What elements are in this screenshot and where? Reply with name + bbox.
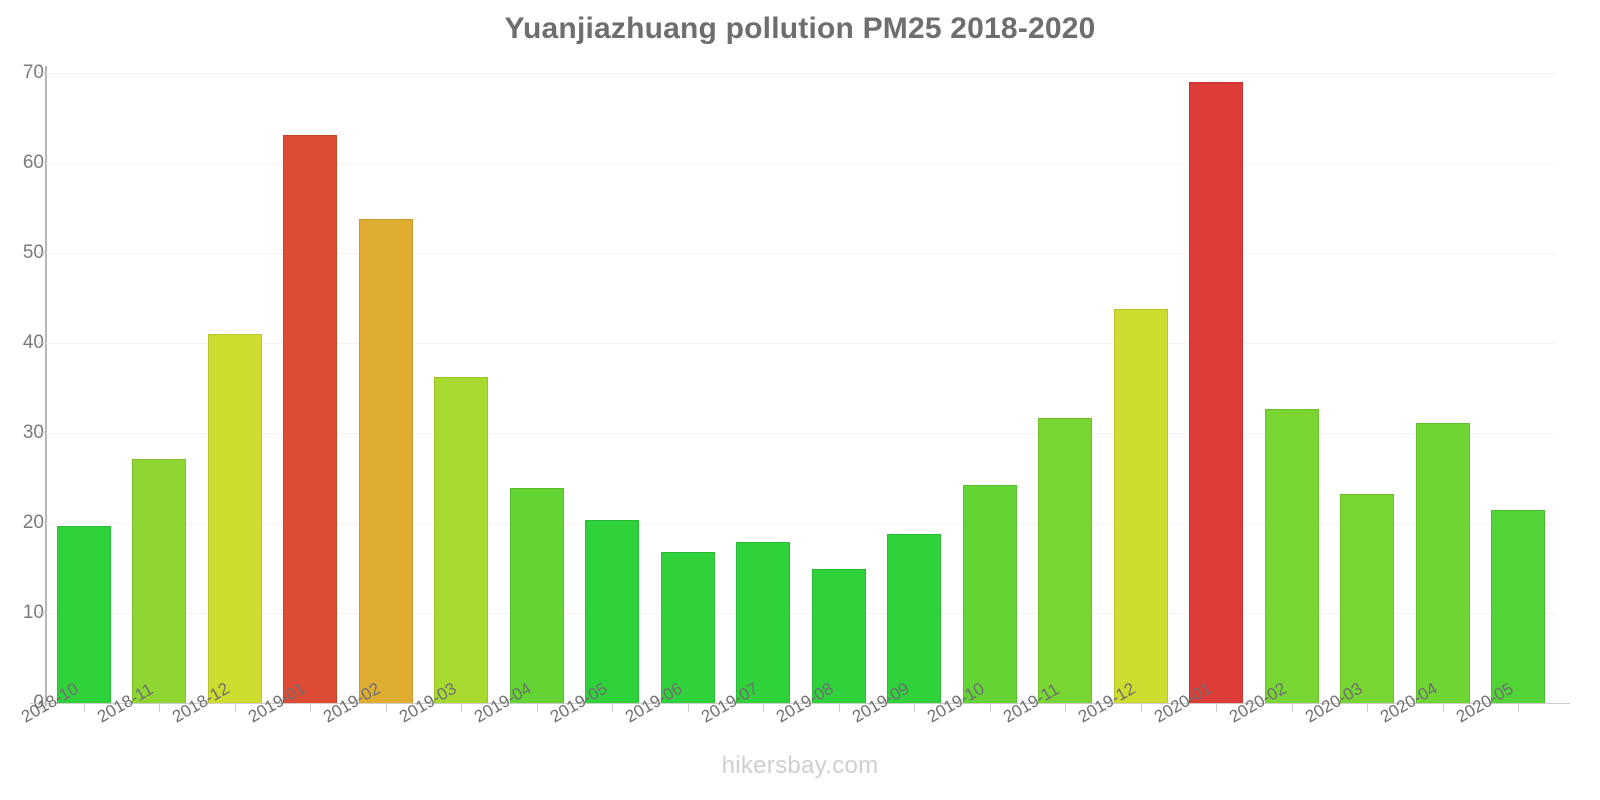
y-axis-tick-mark xyxy=(38,612,47,614)
bar-fill xyxy=(509,487,564,703)
x-axis-tick-mark xyxy=(234,703,236,712)
x-axis-tick-mark xyxy=(1518,703,1520,712)
x-axis-tick-mark xyxy=(914,703,916,712)
bar-fill xyxy=(207,334,262,703)
bar-fill xyxy=(56,525,111,703)
bar-fill xyxy=(1189,82,1244,703)
bar-fill xyxy=(1491,510,1546,703)
bar[interactable] xyxy=(1113,308,1168,703)
y-axis-tick-label: 60 xyxy=(22,152,44,173)
bar-fill xyxy=(660,551,715,703)
bar-fill xyxy=(434,377,489,703)
chart-title: Yuanjiazhuang pollution PM25 2018-2020 xyxy=(504,12,1096,45)
bar-fill xyxy=(962,485,1017,703)
y-axis-tick-mark xyxy=(38,432,47,434)
bar[interactable] xyxy=(887,533,942,703)
bar[interactable] xyxy=(811,568,866,703)
x-axis-tick-mark xyxy=(687,703,689,712)
bar[interactable] xyxy=(1189,82,1244,703)
gridline xyxy=(46,433,1556,434)
y-axis-tick-mark xyxy=(38,72,47,74)
x-axis-tick-mark xyxy=(763,703,765,712)
bar[interactable] xyxy=(736,541,791,703)
plot-area xyxy=(46,73,1556,703)
x-axis-tick-mark xyxy=(461,703,463,712)
gridline xyxy=(46,523,1556,524)
y-axis-tick-label: 10 xyxy=(22,602,44,623)
x-axis-line xyxy=(30,703,1570,704)
gridline xyxy=(46,343,1556,344)
x-axis-tick-mark xyxy=(1216,703,1218,712)
bar[interactable] xyxy=(962,485,1017,703)
bar[interactable] xyxy=(585,520,640,703)
x-axis-tick-mark xyxy=(536,703,538,712)
gridline xyxy=(46,73,1556,74)
x-axis-tick-mark xyxy=(385,703,387,712)
y-axis-tick-label: 70 xyxy=(22,62,44,83)
bar-fill xyxy=(358,218,413,703)
bar[interactable] xyxy=(207,334,262,703)
x-axis-tick-mark xyxy=(159,703,161,712)
y-axis-tick-label: 30 xyxy=(22,422,44,443)
gridline xyxy=(46,163,1556,164)
bar-fill xyxy=(132,459,187,703)
bar[interactable] xyxy=(56,525,111,703)
footer-credit: hikersbay.com xyxy=(721,752,879,779)
bar[interactable] xyxy=(358,218,413,703)
bar-fill xyxy=(1415,423,1470,703)
bar[interactable] xyxy=(1038,417,1093,703)
bar[interactable] xyxy=(1415,423,1470,703)
bar[interactable] xyxy=(434,377,489,703)
x-axis-tick-mark xyxy=(1065,703,1067,712)
bar-fill xyxy=(1038,417,1093,703)
gridline xyxy=(46,253,1556,254)
x-axis-tick-mark xyxy=(1442,703,1444,712)
y-axis-line xyxy=(45,66,47,706)
y-axis-tick-mark xyxy=(38,162,47,164)
bar-fill xyxy=(1264,408,1319,703)
x-axis-tick-mark xyxy=(1140,703,1142,712)
y-axis-tick-mark xyxy=(38,252,47,254)
bar-fill xyxy=(736,541,791,703)
bar-fill xyxy=(585,520,640,703)
x-axis-tick-mark xyxy=(612,703,614,712)
bar[interactable] xyxy=(509,487,564,703)
gridline xyxy=(46,613,1556,614)
bar[interactable] xyxy=(1264,408,1319,703)
x-axis-tick-mark xyxy=(838,703,840,712)
bar[interactable] xyxy=(1491,510,1546,703)
x-axis-tick-mark xyxy=(989,703,991,712)
x-axis-tick-mark xyxy=(83,703,85,712)
bar[interactable] xyxy=(132,459,187,703)
y-axis-tick-label: 40 xyxy=(22,332,44,353)
y-axis-tick-label: 20 xyxy=(22,512,44,533)
x-axis-tick-mark xyxy=(310,703,312,712)
bar-fill xyxy=(1113,308,1168,703)
y-axis-tick-label: 50 xyxy=(22,242,44,263)
x-axis-tick-mark xyxy=(1367,703,1369,712)
bar-fill xyxy=(811,568,866,703)
bar[interactable] xyxy=(283,135,338,703)
bar-fill xyxy=(887,533,942,703)
bar[interactable] xyxy=(1340,494,1395,703)
y-axis-tick-mark xyxy=(38,342,47,344)
bar-fill xyxy=(1340,494,1395,703)
bar-fill xyxy=(283,135,338,703)
bar[interactable] xyxy=(660,551,715,703)
y-axis-tick-mark xyxy=(38,522,47,524)
x-axis-tick-mark xyxy=(1291,703,1293,712)
